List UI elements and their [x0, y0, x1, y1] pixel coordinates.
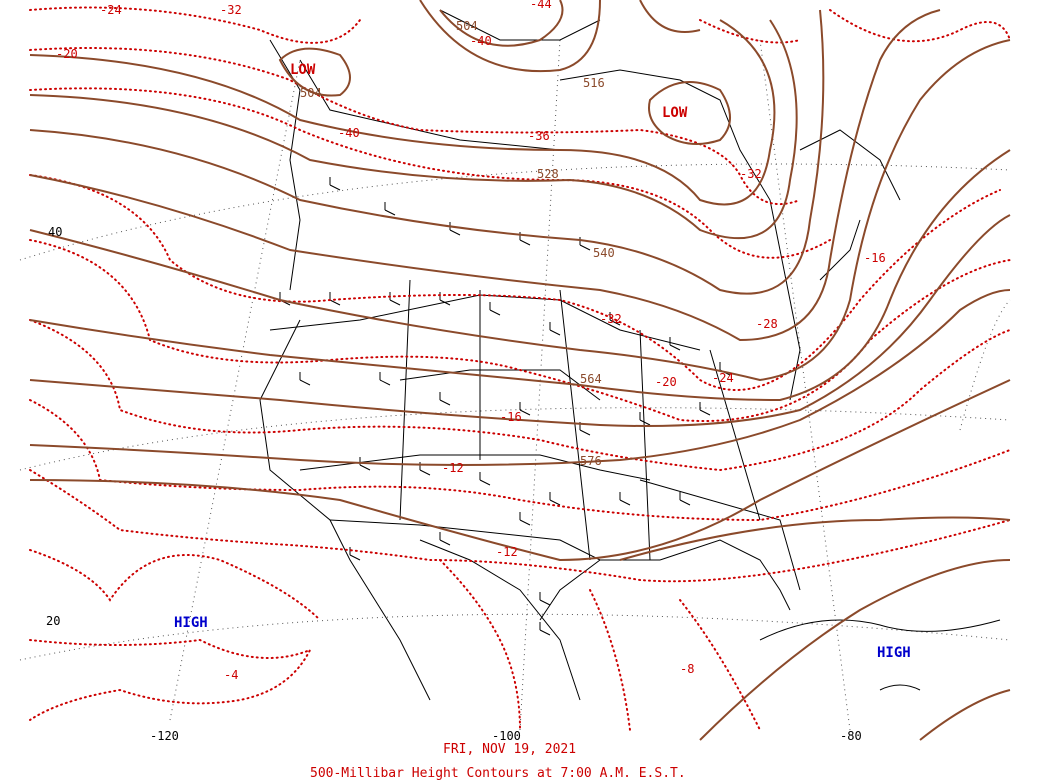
longitude-label: -100	[492, 729, 521, 743]
temp-label: -4	[224, 668, 238, 682]
high-label-east: HIGH	[877, 645, 911, 661]
height-label: 564	[580, 372, 602, 386]
height-label: 540	[593, 246, 615, 260]
temp-label: -28	[756, 317, 778, 331]
temp-label: -20	[655, 375, 677, 389]
wind-barbs	[279, 177, 731, 636]
temp-label: -40	[470, 34, 492, 48]
temp-label: -24	[712, 371, 734, 385]
height-label: 516	[583, 76, 605, 90]
height-labels: 504 516 504 528 540 564 576	[300, 19, 615, 468]
temp-label: -40	[338, 126, 360, 140]
longitude-label: -120	[150, 729, 179, 743]
longitude-label: -80	[840, 729, 862, 743]
height-label: 576	[580, 454, 602, 468]
temp-label: -12	[442, 461, 464, 475]
temperature-labels: -24 -32 -44 -20 -40 -40 -36 -32 -16 -28 …	[56, 0, 886, 682]
temp-label: -32	[220, 3, 242, 17]
political-boundaries	[259, 9, 1001, 701]
coordinate-labels: 40 20 -120 -100 -80	[46, 225, 862, 743]
latitude-label: 40	[48, 225, 62, 239]
temp-label: -16	[864, 251, 886, 265]
temp-label: -12	[496, 545, 518, 559]
pressure-systems: LOW LOW HIGH HIGH	[174, 62, 911, 661]
temp-label: -24	[100, 3, 122, 17]
temp-label: -32	[600, 312, 622, 326]
height-label: 504	[456, 19, 478, 33]
captions: FRI, NOV 19, 2021 500-Millibar Height Co…	[310, 742, 686, 780]
temp-label: -32	[740, 167, 762, 181]
title-caption: 500-Millibar Height Contours at 7:00 A.M…	[310, 766, 686, 780]
height-label: 504	[300, 86, 322, 100]
date-caption: FRI, NOV 19, 2021	[443, 742, 576, 757]
latitude-label: 20	[46, 614, 60, 628]
high-label-west: HIGH	[174, 615, 208, 631]
low-label-west: LOW	[290, 62, 316, 78]
temp-label: -20	[56, 47, 78, 61]
temp-label: -36	[528, 129, 550, 143]
temp-label: -8	[680, 662, 694, 676]
temp-label: -16	[500, 410, 522, 424]
temp-label: -44	[530, 0, 552, 11]
height-label: 528	[537, 167, 559, 181]
low-label-east: LOW	[662, 105, 688, 121]
height-contours	[29, 0, 1011, 741]
